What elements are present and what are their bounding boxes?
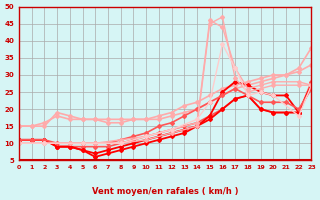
X-axis label: Vent moyen/en rafales ( km/h ): Vent moyen/en rafales ( km/h ) [92,187,238,196]
